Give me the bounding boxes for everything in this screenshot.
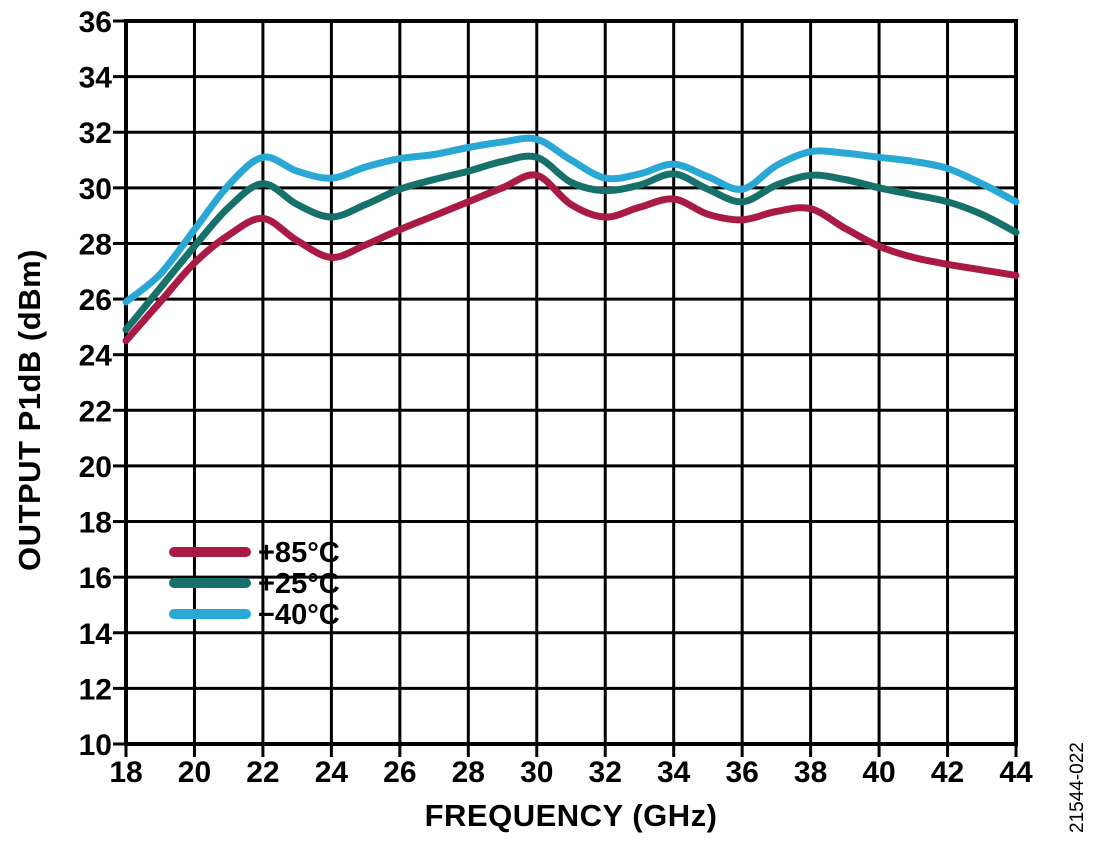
x-tick-label: 22 xyxy=(246,756,279,789)
y-tick-label: 22 xyxy=(79,395,112,428)
series-line-40C xyxy=(122,134,1020,306)
x-tick-label: 34 xyxy=(657,756,691,789)
x-tick-label: 36 xyxy=(725,756,758,789)
x-tick-label: 38 xyxy=(794,756,827,789)
axes-frame xyxy=(124,19,1018,746)
series-line-25C xyxy=(122,152,1020,334)
x-tick-label: 20 xyxy=(178,756,211,789)
x-tick-label: 44 xyxy=(999,756,1033,789)
y-tick-label: 34 xyxy=(79,62,113,95)
y-tick-label: 14 xyxy=(79,618,113,651)
axis-ticks xyxy=(113,19,1018,757)
y-tick-label: 12 xyxy=(79,673,112,706)
y-tick-label: 24 xyxy=(79,340,113,373)
y-tick-label: 16 xyxy=(79,562,112,595)
x-tick-label: 24 xyxy=(315,756,349,789)
tick-labels: 18 20 22 24 26 28 30 32 34 36 38 40 42 44 10 12 14 16 18 20… xyxy=(79,6,1033,789)
figure-number: 21544-022 xyxy=(1067,742,1088,833)
legend-label-25C: +25°C xyxy=(258,568,340,600)
x-tick-label: 26 xyxy=(383,756,416,789)
x-axis-title: FREQUENCY (GHz) xyxy=(425,798,718,833)
y-tick-label: 30 xyxy=(79,173,112,206)
x-tick-label: 32 xyxy=(589,756,622,789)
series-line-85C xyxy=(122,171,1020,345)
grid-lines xyxy=(126,21,1016,744)
legend: +85°C+25°C−40°C xyxy=(169,537,340,631)
y-tick-label: 28 xyxy=(79,228,112,261)
legend-label-40C: −40°C xyxy=(258,599,340,631)
y-tick-label: 32 xyxy=(79,117,112,150)
x-tick-label: 30 xyxy=(520,756,553,789)
x-tick-label: 18 xyxy=(109,756,142,789)
plot-frame xyxy=(124,19,1018,746)
y-tick-label: 36 xyxy=(79,6,112,39)
x-tick-label: 28 xyxy=(452,756,485,789)
legend-label-85C: +85°C xyxy=(258,537,340,569)
y-tick-label: 10 xyxy=(79,729,112,762)
data-curves xyxy=(122,134,1020,345)
x-tick-label: 40 xyxy=(862,756,895,789)
y-axis-title: OUTPUT P1dB (dBm) xyxy=(12,249,47,571)
y-tick-label: 18 xyxy=(79,507,112,540)
y-tick-label: 20 xyxy=(79,451,112,484)
x-tick-label: 42 xyxy=(931,756,964,789)
y-tick-label: 26 xyxy=(79,284,112,317)
